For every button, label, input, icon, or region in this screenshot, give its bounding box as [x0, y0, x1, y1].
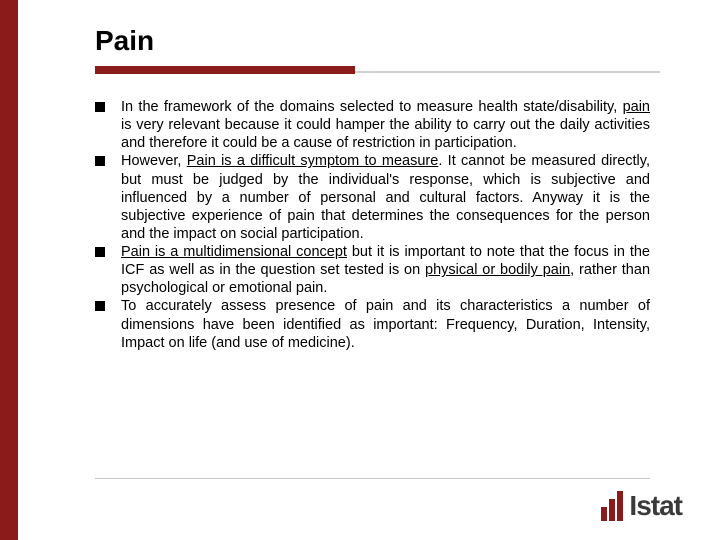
- bullet-item: However, Pain is a difficult symptom to …: [95, 152, 650, 243]
- bullet-item: Pain is a multidimensional concept but i…: [95, 243, 650, 297]
- logo-text: Istat: [629, 490, 682, 522]
- bullet-item: To accurately assess presence of pain an…: [95, 297, 650, 351]
- logo-bar: [609, 499, 615, 521]
- logo-bar: [601, 507, 607, 521]
- bullet-list: In the framework of the domains selected…: [95, 98, 650, 352]
- logo-bars-icon: [601, 491, 623, 521]
- bullet-square-icon: [95, 156, 105, 166]
- istat-logo: Istat: [601, 490, 682, 522]
- logo-bar: [617, 491, 623, 521]
- bullet-text: To accurately assess presence of pain an…: [121, 297, 650, 351]
- bullet-text: Pain is a multidimensional concept but i…: [121, 243, 650, 297]
- bullet-item: In the framework of the domains selected…: [95, 98, 650, 152]
- title-underline-accent: [95, 66, 355, 74]
- bullet-square-icon: [95, 301, 105, 311]
- bottom-divider: [95, 478, 650, 479]
- title-underline-light: [355, 71, 660, 73]
- bullet-square-icon: [95, 247, 105, 257]
- slide: Pain In the framework of the domains sel…: [0, 0, 720, 540]
- bullet-text: However, Pain is a difficult symptom to …: [121, 152, 650, 243]
- bullet-square-icon: [95, 102, 105, 112]
- left-accent-stripe: [0, 0, 18, 540]
- bullet-text: In the framework of the domains selected…: [121, 98, 650, 152]
- slide-title: Pain: [95, 25, 154, 57]
